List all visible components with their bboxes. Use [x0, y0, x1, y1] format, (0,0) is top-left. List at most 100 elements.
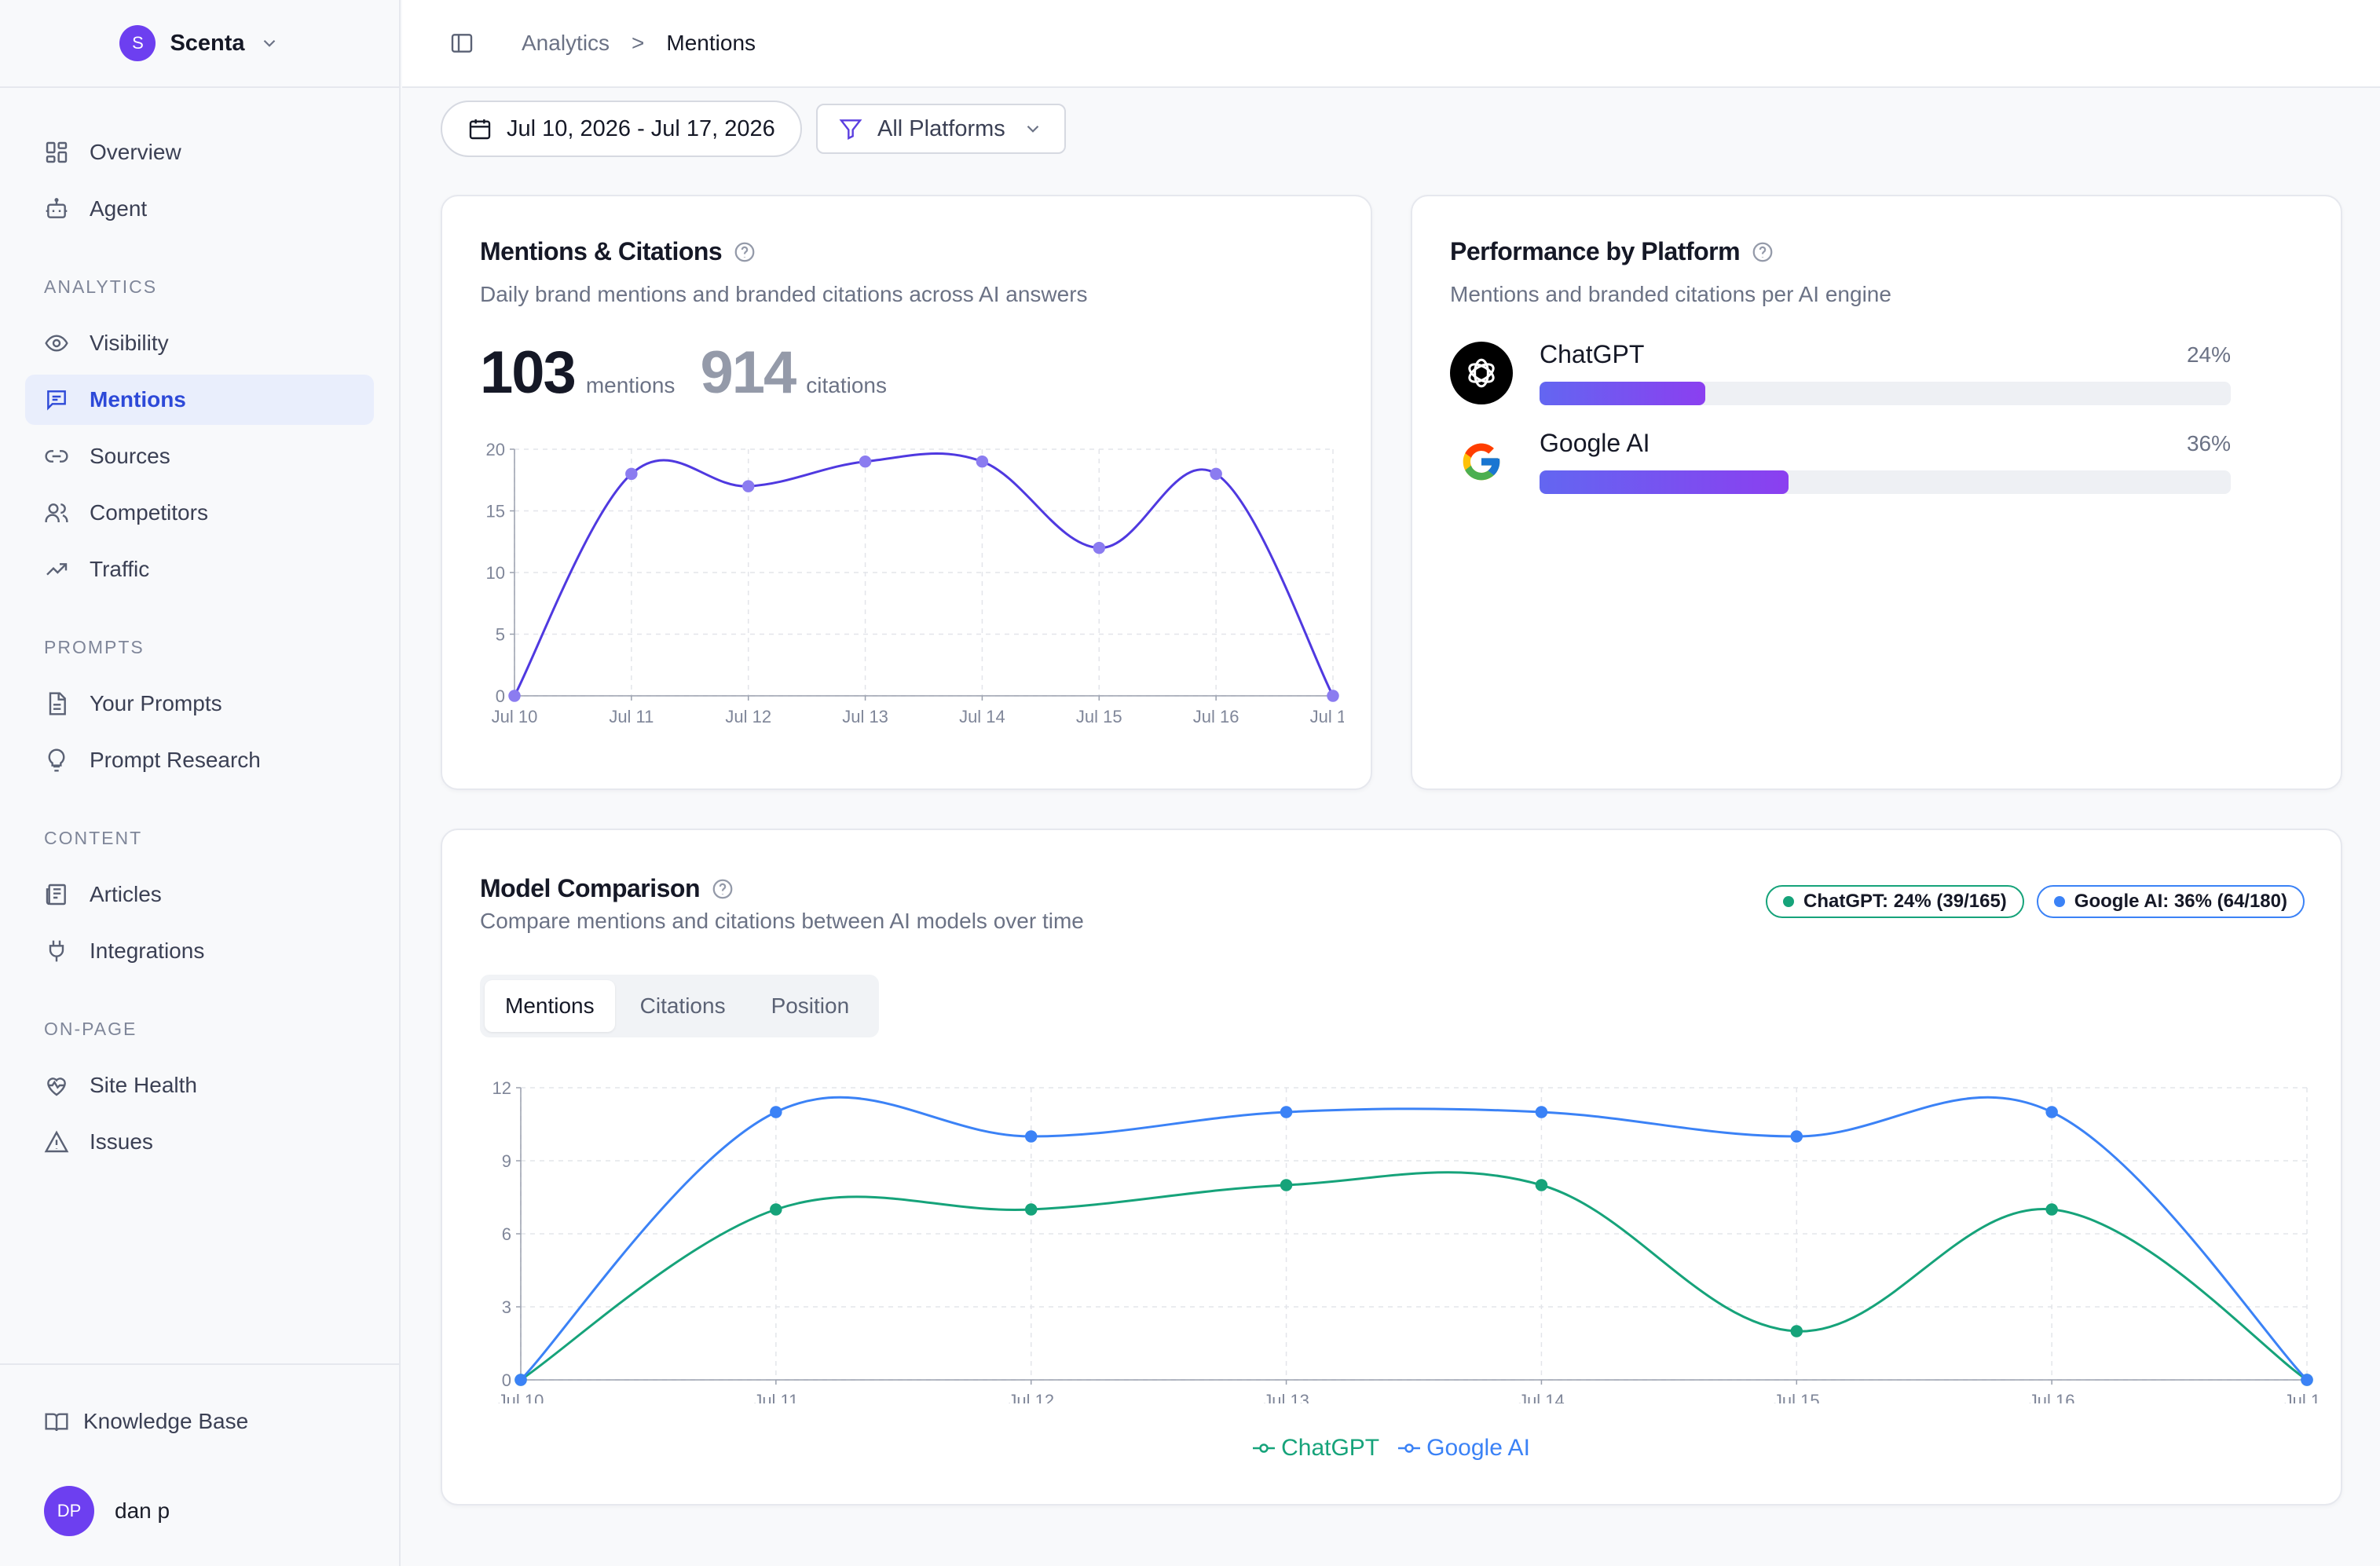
filters-bar: Jul 10, 2026 - Jul 17, 2026 All Platform… [441, 101, 1066, 157]
book-icon [45, 1413, 68, 1432]
platform-body: Google AI 36% [1540, 429, 2231, 494]
nav-section-content: CONTENT [44, 828, 143, 848]
breadcrumb-parent[interactable]: Analytics [522, 31, 610, 55]
sidebar-item-agent[interactable]: Agent [25, 184, 374, 234]
platform-header: Google AI 36% [1540, 429, 2231, 458]
platform-name: Google AI [1540, 429, 1650, 457]
series-line [519, 1096, 2309, 1381]
data-point [2045, 1106, 2058, 1118]
mentions-label: mentions [585, 373, 676, 397]
sidebar-item-sources[interactable]: Sources [25, 431, 374, 481]
card-title: Performance by Platform [1450, 237, 2303, 266]
sidebar-item-integrations[interactable]: Integrations [25, 926, 374, 976]
trending-up-icon [46, 563, 68, 576]
data-point [2045, 1203, 2058, 1216]
totals-row: 103 mentions 914 citations [480, 338, 1333, 407]
sidebar-nav: Overview Agent ANALYTICS Visibility Ment… [0, 88, 399, 1167]
chatgpt-logo-icon [1450, 341, 1513, 404]
platform-header: ChatGPT 24% [1540, 340, 2231, 369]
data-point [1093, 541, 1106, 554]
platform-bar-fill [1540, 470, 1789, 494]
y-tick-label: 20 [486, 440, 505, 459]
x-tick-label: Jul 17 [1310, 707, 1344, 726]
citations-label: citations [806, 373, 887, 397]
y-tick-label: 9 [502, 1151, 511, 1171]
chatgpt-badge: ChatGPT: 24% (39/165) [1766, 885, 2024, 918]
breadcrumb-current: Mentions [666, 31, 756, 55]
platform-name: ChatGPT [1540, 340, 1645, 368]
platform-bar-track [1540, 470, 2231, 494]
data-point [508, 690, 521, 702]
sidebar-item-label: Integrations [90, 939, 205, 963]
y-tick-label: 6 [502, 1224, 511, 1244]
sidebar-item-label: Competitors [90, 500, 208, 525]
data-point [1024, 1203, 1038, 1216]
sidebar-item-competitors[interactable]: Competitors [25, 488, 374, 538]
x-tick-label: Jul 16 [2029, 1391, 2075, 1403]
sidebar-item-label: Visibility [90, 331, 169, 355]
sidebar-item-label: Mentions [90, 387, 186, 412]
sidebar-item-overview[interactable]: Overview [25, 127, 374, 177]
platform-bar-fill [1540, 382, 1706, 405]
data-point [1790, 1130, 1803, 1143]
sidebar-toggle-icon[interactable] [449, 31, 474, 56]
data-point [1280, 1106, 1293, 1118]
mentions-citations-card: Mentions & Citations Daily brand mention… [441, 195, 1372, 790]
performance-card-title: Performance by Platform [1450, 237, 1741, 265]
x-tick-label: Jul 14 [1518, 1391, 1565, 1403]
x-tick-label: Jul 15 [1774, 1391, 1820, 1403]
nav-section-analytics: ANALYTICS [44, 276, 158, 297]
sidebar-item-visibility[interactable]: Visibility [25, 318, 374, 368]
sidebar-item-issues[interactable]: Issues [25, 1117, 374, 1167]
series-line [520, 1171, 2308, 1381]
help-circle-icon[interactable] [711, 877, 734, 901]
legend-label: ChatGPT [1281, 1435, 1380, 1461]
document-icon [49, 692, 66, 715]
message-icon [47, 390, 66, 411]
date-range-picker[interactable]: Jul 10, 2026 - Jul 17, 2026 [441, 101, 802, 157]
google-ai-badge: Google AI: 36% (64/180) [2036, 885, 2305, 918]
sidebar-item-traffic[interactable]: Traffic [25, 544, 374, 595]
platform-percent: 24% [2186, 342, 2231, 367]
sidebar-item-label: Overview [90, 140, 181, 164]
google-logo-icon [1450, 430, 1513, 493]
help-circle-icon[interactable] [733, 240, 756, 264]
data-point [741, 480, 755, 492]
sidebar-item-articles[interactable]: Articles [25, 869, 374, 920]
card-title: Model Comparison [480, 874, 734, 903]
sidebar-item-mentions[interactable]: Mentions [25, 375, 374, 425]
nav-section-prompts: PROMPTS [44, 637, 145, 657]
legend-item-chatgpt[interactable]: ChatGPT [1253, 1435, 1379, 1462]
help-circle-icon[interactable] [1751, 240, 1774, 264]
link-icon [45, 450, 68, 463]
data-point [770, 1106, 782, 1118]
platform-filter[interactable]: All Platforms [816, 104, 1066, 154]
data-point [2301, 1374, 2313, 1386]
legend-item-google-ai[interactable]: Google AI [1398, 1435, 1530, 1462]
tab-citations[interactable]: Citations [639, 993, 726, 1018]
data-point [625, 467, 638, 481]
heart-pulse-icon [47, 1078, 66, 1096]
tab-mentions[interactable]: Mentions [485, 980, 615, 1032]
user-menu[interactable]: DP dan p [44, 1486, 374, 1536]
sidebar-item-label: Traffic [90, 557, 150, 581]
platform-row: ChatGPT 24% [1450, 340, 2303, 405]
sidebar-item-your-prompts[interactable]: Your Prompts [25, 679, 374, 729]
knowledge-base-link[interactable]: Knowledge Base [44, 1404, 374, 1439]
sidebar-item-prompt-research[interactable]: Prompt Research [25, 735, 374, 785]
chart-legend: ChatGPT Google AI [442, 1435, 2341, 1462]
legend-line-icon [1253, 1443, 1276, 1453]
eye-icon [45, 335, 68, 352]
sidebar-item-label: Sources [90, 444, 170, 468]
sidebar-item-site-health[interactable]: Site Health [25, 1060, 374, 1110]
data-point [1280, 1179, 1293, 1191]
data-point [1790, 1325, 1803, 1337]
platform-filter-label: All Platforms [877, 115, 1005, 141]
chevron-down-icon [1027, 125, 1039, 133]
model-comparison-chart: 0 3 6 9 12 Jul 10 Jul 11 Jul 12 Jul 13 Jul 14 Jul … [492, 1078, 2318, 1403]
workspace-switcher[interactable]: S Scenta [0, 0, 399, 88]
badge-label: Google AI: 36% (64/180) [2074, 891, 2287, 912]
data-point [1327, 690, 1339, 702]
x-tick-label: Jul 10 [492, 707, 538, 726]
tab-position[interactable]: Position [771, 993, 850, 1018]
